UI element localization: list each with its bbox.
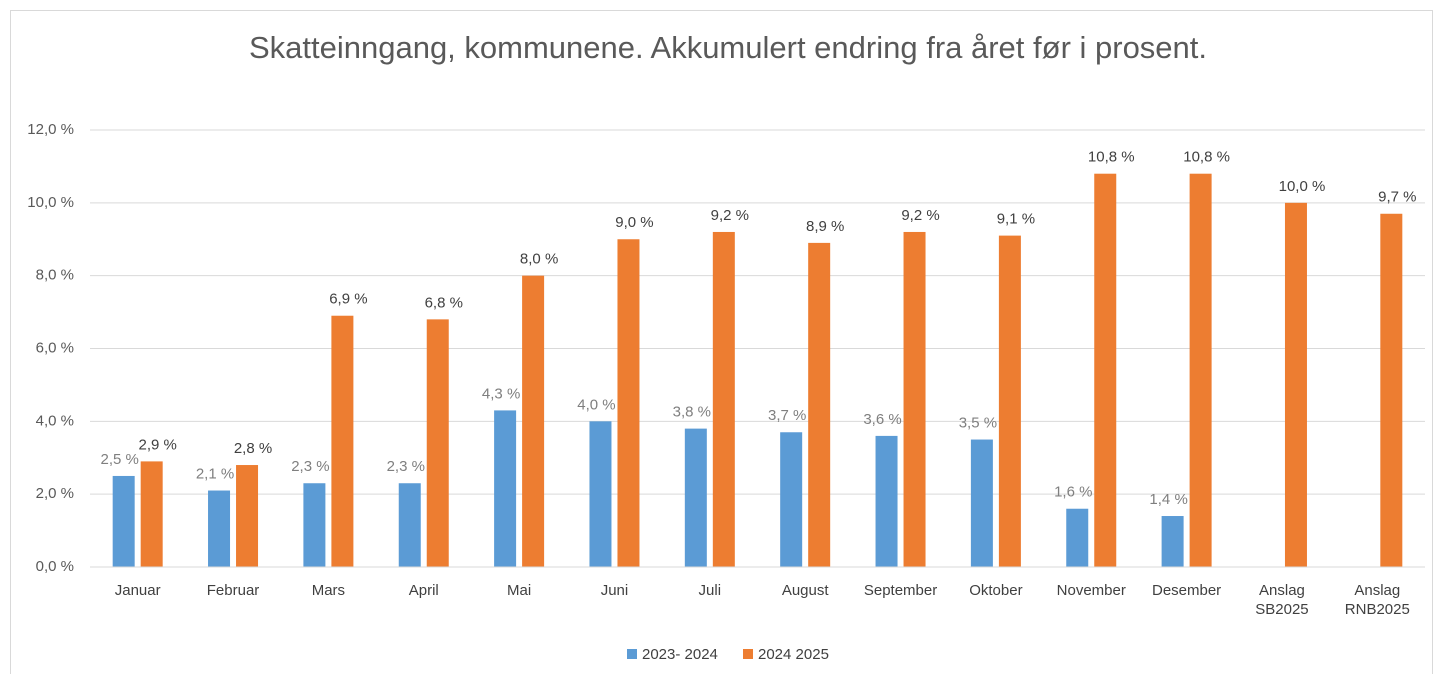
bar <box>1161 516 1184 567</box>
bar <box>1189 173 1212 567</box>
legend-label: 2023- 2024 <box>642 646 718 663</box>
x-tick-label: September <box>863 582 938 599</box>
bar <box>998 235 1021 567</box>
data-label: 3,5 % <box>959 415 997 432</box>
bar <box>208 490 231 567</box>
data-label: 9,2 % <box>901 207 939 224</box>
x-tick-label: April <box>408 582 439 599</box>
legend-swatch <box>627 649 637 659</box>
data-label: 1,4 % <box>1149 491 1187 508</box>
data-label: 3,8 % <box>673 404 711 421</box>
y-tick-label: 8,0 % <box>36 267 74 284</box>
bar <box>780 432 803 567</box>
data-label: 2,3 % <box>387 458 425 475</box>
bar <box>398 483 421 567</box>
x-tick-label: Mai <box>507 582 532 599</box>
y-tick-label: 10,0 % <box>27 194 74 211</box>
bar <box>684 428 707 567</box>
x-tick-label: August <box>781 582 829 599</box>
y-tick-label: 6,0 % <box>36 339 74 356</box>
bar <box>808 242 831 567</box>
y-tick-label: 2,0 % <box>36 485 74 502</box>
x-tick-label: Februar <box>206 582 260 599</box>
x-tick-label: November <box>1056 582 1126 599</box>
bar <box>589 421 612 567</box>
bar <box>522 275 545 567</box>
data-label: 9,2 % <box>711 207 749 224</box>
x-tick-label: Oktober <box>969 582 1023 599</box>
bar <box>426 319 449 567</box>
x-tick-label: Anslag RNB2025 <box>1344 582 1410 618</box>
x-tick-label: Mars <box>311 582 346 599</box>
data-label: 2,5 % <box>100 451 138 468</box>
bar <box>1284 202 1307 568</box>
x-tick-label: Anslag SB2025 <box>1255 582 1309 618</box>
data-label: 2,8 % <box>234 440 272 457</box>
data-label: 6,8 % <box>425 294 463 311</box>
bar <box>494 410 517 567</box>
data-label: 10,0 % <box>1279 178 1326 195</box>
chart-frame <box>10 10 1433 674</box>
data-label: 3,7 % <box>768 407 806 424</box>
data-label: 4,0 % <box>577 396 615 413</box>
data-label: 2,3 % <box>291 458 329 475</box>
bar <box>1380 213 1403 567</box>
data-label: 8,0 % <box>520 251 558 268</box>
bar <box>236 465 259 567</box>
bar <box>617 239 640 567</box>
bar <box>303 483 326 567</box>
bar <box>712 231 735 567</box>
data-label: 10,8 % <box>1183 149 1230 166</box>
data-label: 8,9 % <box>806 218 844 235</box>
bar <box>875 435 898 567</box>
y-tick-label: 12,0 % <box>27 121 74 138</box>
data-label: 9,0 % <box>615 214 653 231</box>
data-label: 9,1 % <box>997 211 1035 228</box>
x-tick-label: Juni <box>600 582 629 599</box>
data-label: 9,7 % <box>1378 189 1416 206</box>
bar <box>1094 173 1117 567</box>
y-tick-label: 0,0 % <box>36 558 74 575</box>
bar <box>331 315 354 567</box>
chart-title: Skatteinngang, kommunene. Akkumulert end… <box>249 30 1207 65</box>
bar <box>112 475 135 567</box>
bar <box>1066 508 1089 567</box>
data-label: 4,3 % <box>482 385 520 402</box>
x-tick-label: Desember <box>1151 582 1222 599</box>
data-label: 10,8 % <box>1088 149 1135 166</box>
data-label: 2,1 % <box>196 465 234 482</box>
legend-label: 2024 2025 <box>758 646 829 663</box>
data-label: 6,9 % <box>329 291 367 308</box>
x-tick-label: Juli <box>698 582 722 599</box>
x-tick-label: Januar <box>114 582 161 599</box>
bar <box>903 231 926 567</box>
bar <box>140 461 163 567</box>
data-label: 3,6 % <box>863 411 901 428</box>
y-tick-label: 4,0 % <box>36 412 74 429</box>
data-label: 1,6 % <box>1054 484 1092 501</box>
data-label: 2,9 % <box>138 436 176 453</box>
bar <box>970 439 993 567</box>
legend-swatch <box>743 649 753 659</box>
